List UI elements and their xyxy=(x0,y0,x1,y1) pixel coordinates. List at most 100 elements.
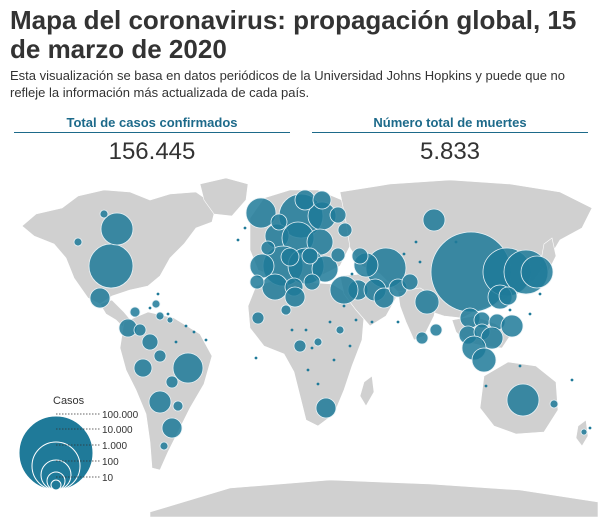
case-bubble-52 xyxy=(351,247,369,265)
small-case-dot-22 xyxy=(414,240,418,244)
small-case-dot-31 xyxy=(588,426,592,430)
case-bubble-36 xyxy=(270,213,288,231)
deaths-value: 5.833 xyxy=(419,138,481,165)
legend-label-100.000: 100.000 xyxy=(102,410,139,421)
case-bubble-57 xyxy=(520,255,554,289)
case-bubble-30 xyxy=(261,273,289,301)
small-case-dot-8 xyxy=(236,238,240,242)
small-case-dot-18 xyxy=(316,382,320,386)
legend-label-10: 10 xyxy=(102,473,114,484)
case-bubble-29 xyxy=(249,253,275,279)
small-case-dot-7 xyxy=(243,226,247,230)
case-bubble-17 xyxy=(172,400,184,412)
case-bubble-0 xyxy=(88,243,134,289)
small-case-dot-25 xyxy=(508,308,512,312)
case-bubble-40 xyxy=(337,222,353,238)
case-bubble-2 xyxy=(89,287,111,309)
deaths-stat: Número total de muertes 5.833 xyxy=(312,115,588,166)
case-bubble-7 xyxy=(129,306,141,318)
small-case-dot-23 xyxy=(418,260,422,264)
legend-title: Casos xyxy=(53,395,85,407)
confirmed-cases-value: 156.445 xyxy=(108,138,196,165)
case-bubble-74 xyxy=(293,339,307,353)
case-bubble-34 xyxy=(330,247,346,263)
legend-label-100: 100 xyxy=(102,457,119,468)
world-map: Casos 100.000 10.000 1.000 100 10 xyxy=(18,177,599,517)
case-bubble-3 xyxy=(73,237,83,247)
cases-legend: Casos 100.000 10.000 1.000 100 10 xyxy=(18,395,139,491)
case-bubble-32 xyxy=(280,247,300,267)
case-bubble-76 xyxy=(313,337,323,347)
legend-label-10.000: 10.000 xyxy=(102,425,133,436)
case-bubble-53 xyxy=(422,208,446,232)
south-america-landmass xyxy=(119,311,213,471)
case-bubbles xyxy=(73,189,592,451)
small-case-dot-3 xyxy=(192,330,196,334)
case-bubble-4 xyxy=(99,209,109,219)
case-bubble-10 xyxy=(166,316,174,324)
small-case-dot-5 xyxy=(174,340,178,344)
case-bubble-49 xyxy=(373,287,395,309)
case-bubble-33 xyxy=(301,247,319,265)
page-subtitle: Esta visualización se basa en datos peri… xyxy=(10,68,566,100)
case-bubble-64 xyxy=(500,314,524,338)
madagascar-landmass xyxy=(359,375,375,407)
small-case-dot-15 xyxy=(348,344,352,348)
case-bubble-37 xyxy=(294,189,316,211)
case-bubble-77 xyxy=(335,325,345,335)
small-case-dot-19 xyxy=(254,356,258,360)
confirmed-cases-stat: Total de casos confirmados 156.445 xyxy=(14,115,290,166)
small-case-dot-24 xyxy=(454,240,458,244)
case-bubble-43 xyxy=(284,286,306,308)
case-bubble-18 xyxy=(161,417,183,439)
case-bubble-73 xyxy=(280,304,292,316)
small-case-dot-14 xyxy=(370,320,374,324)
case-bubble-9 xyxy=(155,311,165,321)
case-bubble-59 xyxy=(498,286,518,306)
legend-circle-10 xyxy=(50,479,62,491)
case-bubble-38 xyxy=(312,190,332,210)
case-bubble-60 xyxy=(414,289,440,315)
case-bubble-13 xyxy=(133,358,153,378)
small-case-dot-29 xyxy=(518,364,522,368)
small-case-dot-30 xyxy=(570,378,574,382)
case-bubble-6 xyxy=(133,323,147,337)
case-bubble-71 xyxy=(415,331,429,345)
case-bubble-20 xyxy=(245,197,277,229)
case-bubble-15 xyxy=(165,375,179,389)
case-bubble-69 xyxy=(471,347,497,373)
small-case-dot-10 xyxy=(304,328,308,332)
case-bubble-35 xyxy=(303,273,321,291)
small-case-dot-9 xyxy=(290,328,294,332)
case-bubble-41 xyxy=(260,240,276,256)
case-bubble-51 xyxy=(401,273,419,291)
small-case-dot-16 xyxy=(332,358,336,362)
case-bubble-19 xyxy=(159,441,169,451)
small-case-dot-21 xyxy=(402,252,406,256)
case-bubble-11 xyxy=(141,333,159,351)
small-case-dot-17 xyxy=(306,368,310,372)
case-bubble-39 xyxy=(329,206,347,224)
case-bubble-12 xyxy=(153,349,167,363)
confirmed-cases-label: Total de casos confirmados xyxy=(14,115,290,133)
small-case-dot-13 xyxy=(354,318,358,322)
small-case-dot-27 xyxy=(538,292,542,296)
greenland-landmass xyxy=(199,177,249,217)
small-case-dot-26 xyxy=(528,312,532,316)
case-bubble-78 xyxy=(506,383,540,417)
small-case-dot-1 xyxy=(166,312,170,316)
small-case-dot-28 xyxy=(484,384,488,388)
case-bubble-16 xyxy=(148,390,172,414)
small-case-dot-0 xyxy=(148,306,152,310)
case-bubble-8 xyxy=(151,299,161,309)
small-case-dot-2 xyxy=(184,324,188,328)
case-bubble-72 xyxy=(251,311,265,325)
page-title: Mapa del coronavirus: propagación global… xyxy=(10,5,577,64)
small-case-dot-4 xyxy=(204,338,208,342)
small-case-dot-12 xyxy=(328,320,332,324)
case-bubble-75 xyxy=(315,397,337,419)
antarctica-landmass xyxy=(149,479,599,517)
small-case-dot-11 xyxy=(310,346,314,350)
case-bubble-14 xyxy=(172,352,204,384)
case-bubble-42 xyxy=(249,274,265,290)
